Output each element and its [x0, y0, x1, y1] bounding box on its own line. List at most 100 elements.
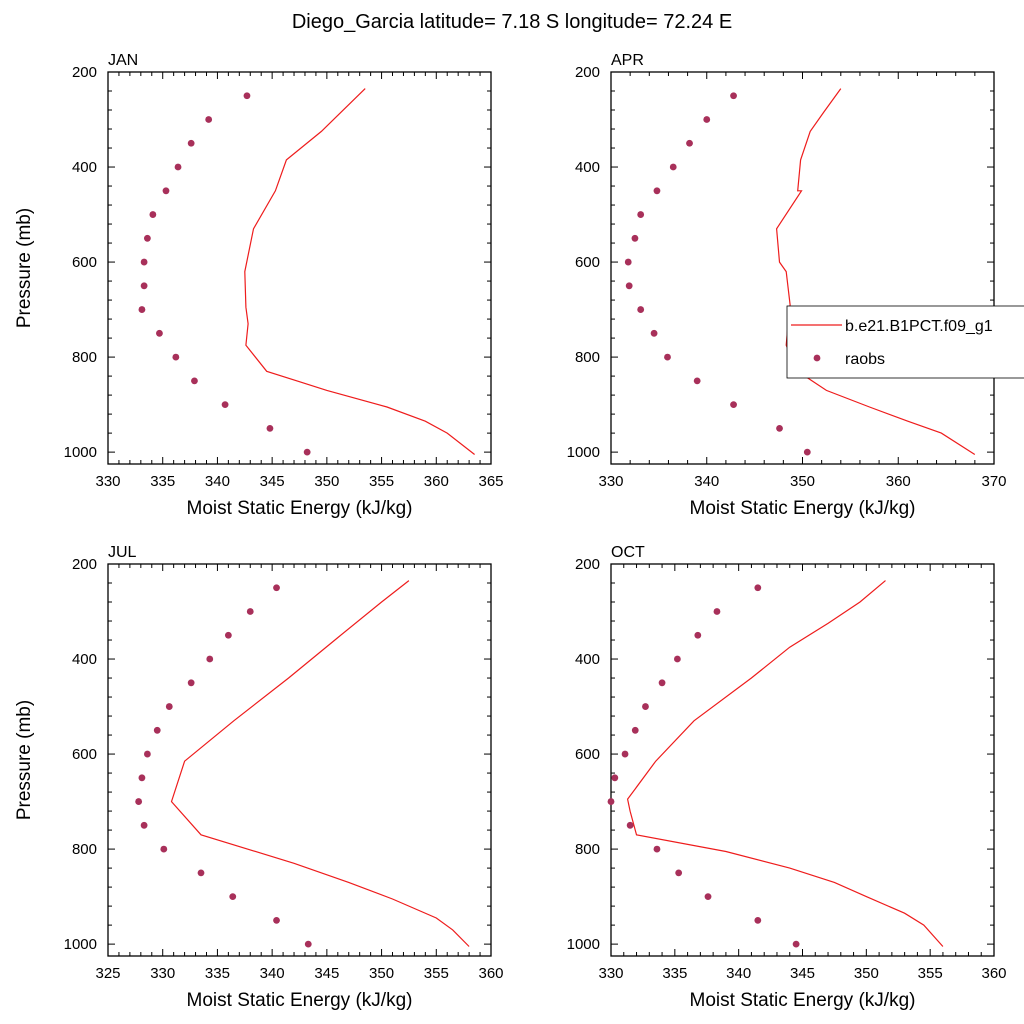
y-tick-label: 800	[72, 349, 97, 366]
x-tick-label: 360	[886, 473, 911, 490]
raobs-point	[693, 377, 701, 385]
y-tick-label: 200	[575, 556, 600, 573]
panels: JAN 330 335 340 345 350 355 360 365 200 400 600 800 1…	[14, 52, 1007, 1011]
raobs-point	[140, 282, 148, 290]
y-tick-label: 800	[575, 349, 600, 366]
raobs-point	[631, 234, 639, 242]
raobs-point	[172, 353, 180, 361]
y-tick-label: 400	[72, 651, 97, 668]
raobs-point	[694, 631, 702, 639]
y-tick-label: 400	[72, 159, 97, 176]
raobs-point	[165, 703, 173, 710]
panel-jan: JAN 330 335 340 345 350 355 360 365 200 400 600 800 1…	[14, 52, 504, 519]
model-line-jan	[244, 88, 475, 455]
raobs-point	[229, 893, 237, 901]
raobs-point	[637, 306, 645, 313]
x-tick-label: 355	[424, 965, 449, 982]
y-tick-label: 600	[72, 254, 97, 271]
y-tick-label: 1000	[567, 936, 600, 953]
raobs-point	[187, 139, 195, 147]
raobs-point	[135, 798, 143, 805]
raobs-point	[197, 869, 205, 877]
raobs-point	[703, 116, 711, 123]
y-tick-label: 800	[72, 841, 97, 858]
legend-label-raobs: raobs	[845, 351, 885, 368]
raobs-point	[224, 631, 232, 639]
raobs-point	[730, 92, 737, 100]
legend-marker-swatch	[813, 354, 821, 362]
x-axis-label: Moist Static Energy (kJ/kg)	[187, 990, 413, 1011]
raobs-point	[650, 329, 658, 337]
x-axis-label: Moist Static Energy (kJ/kg)	[690, 990, 916, 1011]
panel-title-jan: JAN	[108, 52, 138, 69]
raobs-point	[138, 306, 146, 313]
x-tick-label: 335	[150, 473, 175, 490]
y-tick-label: 200	[72, 64, 97, 81]
x-tick-label: 350	[854, 965, 879, 982]
raobs-point	[621, 750, 629, 758]
raobs-point	[273, 916, 280, 924]
plot-frame-jan	[107, 71, 492, 465]
raobs-point	[243, 92, 251, 100]
x-tick-label: 365	[478, 473, 503, 490]
raobs-point	[191, 377, 198, 385]
raobs-point	[273, 584, 280, 592]
plot-frame-jul	[107, 563, 492, 957]
raobs-point	[625, 282, 633, 290]
raobs-point	[205, 116, 213, 123]
raobs-point	[686, 139, 693, 147]
panel-jul: JUL 325 330 335 340 345 350 355 360 200 400 600 800 1…	[14, 544, 504, 1011]
y-tick-label: 1000	[64, 936, 97, 953]
x-tick-label: 360	[424, 473, 449, 490]
x-axis-label: Moist Static Energy (kJ/kg)	[187, 498, 413, 519]
x-tick-label: 340	[694, 473, 719, 490]
y-tick-label: 600	[575, 254, 600, 271]
y-tick-label: 1000	[64, 444, 97, 461]
raobs-point	[206, 655, 214, 663]
x-tick-label: 345	[260, 473, 285, 490]
raobs-point	[637, 211, 645, 218]
x-tick-label: 360	[981, 965, 1006, 982]
figure-title: Diego_Garcia latitude= 7.18 S longitude=…	[292, 11, 732, 33]
panel-oct: OCT 330 335 340 345 350 355 360 200 400 600 800 1000…	[567, 544, 1007, 1011]
x-tick-label: 345	[314, 965, 339, 982]
raobs-point	[653, 187, 661, 195]
model-line-oct	[626, 580, 944, 947]
raobs-point	[266, 424, 274, 432]
raobs-point	[140, 821, 148, 829]
x-tick-label: 330	[95, 473, 120, 490]
y-axis-label: Pressure (mb)	[14, 700, 35, 820]
raobs-point	[642, 703, 649, 710]
raobs-point	[776, 424, 783, 432]
raobs-point	[631, 726, 639, 734]
y-tick-label: 400	[575, 159, 600, 176]
raobs-point	[303, 448, 311, 456]
y-tick-label: 600	[72, 746, 97, 763]
x-tick-label: 355	[369, 473, 394, 490]
raobs-point	[153, 726, 161, 734]
raobs-point	[653, 845, 661, 853]
raobs-point	[754, 584, 762, 592]
y-axis-label: Pressure (mb)	[14, 208, 35, 328]
x-axis-label: Moist Static Energy (kJ/kg)	[690, 498, 916, 519]
x-tick-label: 350	[369, 965, 394, 982]
raobs-point	[792, 940, 800, 948]
x-tick-label: 330	[150, 965, 175, 982]
raobs-point	[675, 869, 683, 877]
raobs-point	[664, 353, 671, 361]
panel-title-apr: APR	[611, 52, 644, 69]
x-tick-label: 370	[981, 473, 1006, 490]
y-tick-label: 200	[575, 64, 600, 81]
raobs-point	[174, 163, 182, 171]
model-line-apr	[775, 88, 976, 456]
raobs-point	[754, 916, 762, 924]
x-tick-label: 350	[790, 473, 815, 490]
x-tick-label: 325	[95, 965, 120, 982]
raobs-point	[673, 655, 681, 663]
legend-box	[786, 305, 1024, 379]
raobs-point	[156, 329, 163, 337]
x-tick-label: 340	[726, 965, 751, 982]
raobs-point	[143, 750, 151, 758]
raobs-point	[140, 258, 148, 266]
